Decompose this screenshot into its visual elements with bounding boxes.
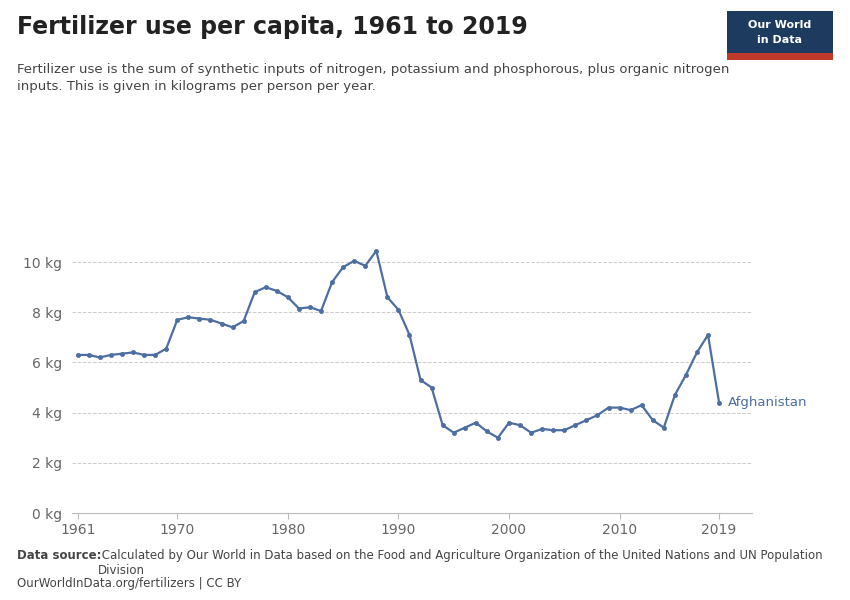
Bar	[727, 53, 833, 60]
Text: Data source:: Data source:	[17, 549, 101, 562]
Text: Calculated by Our World in Data based on the Food and Agriculture Organization o: Calculated by Our World in Data based on…	[98, 549, 822, 577]
Text: Fertilizer use is the sum of synthetic inputs of nitrogen, potassium and phospho: Fertilizer use is the sum of synthetic i…	[17, 63, 729, 93]
Text: Fertilizer use per capita, 1961 to 2019: Fertilizer use per capita, 1961 to 2019	[17, 15, 528, 39]
Text: Our World: Our World	[748, 20, 812, 29]
Text: in Data: in Data	[757, 35, 802, 46]
Text: OurWorldInData.org/fertilizers | CC BY: OurWorldInData.org/fertilizers | CC BY	[17, 577, 241, 590]
Text: Afghanistan: Afghanistan	[728, 396, 808, 409]
